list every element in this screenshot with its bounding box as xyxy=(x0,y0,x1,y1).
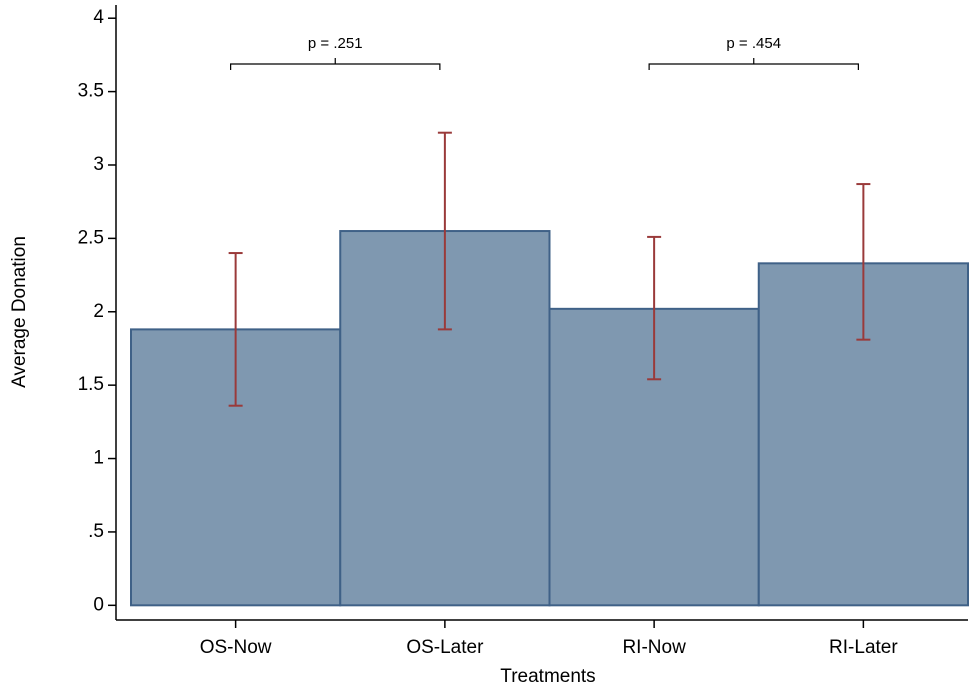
x-tick-label: RI-Later xyxy=(829,637,898,658)
y-tick-label: 4 xyxy=(93,7,104,28)
y-tick-label: 2 xyxy=(93,301,104,322)
x-axis-label: Treatments xyxy=(500,666,595,687)
y-tick-label: .5 xyxy=(88,521,104,542)
y-axis-label: Average Donation xyxy=(9,236,30,388)
bracket xyxy=(230,58,441,70)
annotation: p = .454 xyxy=(726,35,781,52)
y-tick-label: 1.5 xyxy=(78,374,104,395)
y-tick-label: 2.5 xyxy=(78,227,104,248)
y-tick-label: 3 xyxy=(93,154,104,175)
y-tick-label: 3.5 xyxy=(78,81,104,102)
y-tick-label: 1 xyxy=(93,448,104,469)
annotation: p = .251 xyxy=(308,35,363,52)
x-tick-label: OS-Now xyxy=(200,637,272,658)
x-tick-label: RI-Now xyxy=(622,637,686,658)
y-tick-label: 0 xyxy=(93,594,104,615)
bracket xyxy=(648,58,859,70)
x-tick-label: OS-Later xyxy=(406,637,484,658)
